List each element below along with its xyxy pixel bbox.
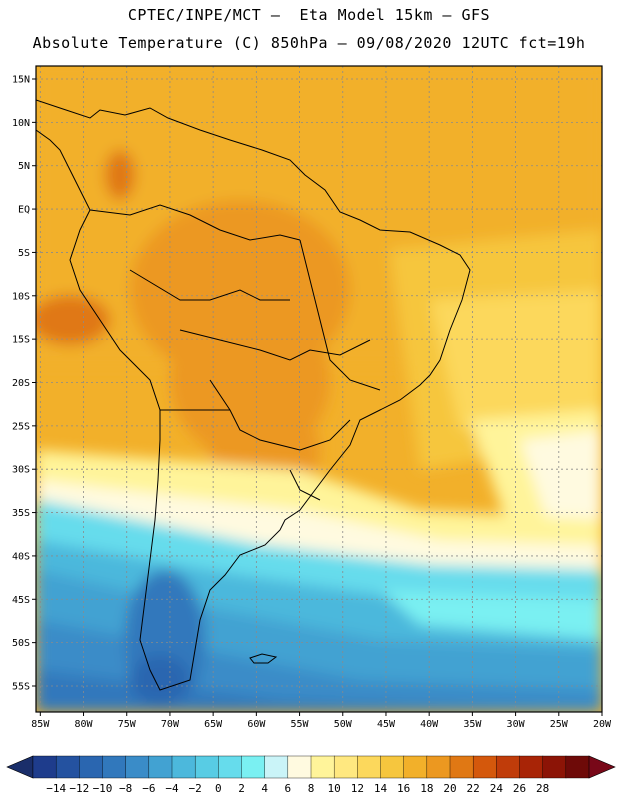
colorbar-label: −6 (142, 782, 155, 795)
lon-label: 45W (377, 719, 396, 730)
colorbar-swatch (125, 755, 150, 779)
lon-label: 65W (204, 719, 223, 730)
lon-label: 75W (118, 719, 137, 730)
colorbar-swatch (472, 755, 497, 779)
colorbar-swatch (287, 755, 312, 779)
colorbar-label: 4 (261, 782, 268, 795)
colorbar-swatch (380, 755, 405, 779)
colorbar-swatch (449, 755, 474, 779)
lat-label: 55S (12, 681, 30, 692)
lat-label: 5S (18, 248, 30, 259)
colorbar-label: 16 (397, 782, 410, 795)
colorbar-label: 18 (420, 782, 433, 795)
colorbar-swatch (519, 755, 544, 779)
lon-label: 30W (507, 719, 526, 730)
lon-label: 85W (31, 719, 50, 730)
lon-label: 55W (291, 719, 310, 730)
colorbar: −14 −12 −10 −8 −6 −4 −2 0 2 4 6 8 10 12 14 16 18 20 22 24 26… (6, 755, 616, 795)
colorbar-label: 24 (490, 782, 504, 795)
colorbar-swatch (102, 755, 127, 779)
temperature-field (36, 66, 602, 712)
colorbar-swatch (333, 755, 358, 779)
lat-label: 50S (12, 638, 30, 649)
colorbar-swatch (241, 755, 266, 779)
colorbar-label: 8 (308, 782, 315, 795)
lat-label: 25S (12, 421, 30, 432)
coastline (36, 99, 471, 691)
colorbar-label: 20 (443, 782, 456, 795)
colorbar-swatch (55, 755, 80, 779)
lat-label: 10S (12, 291, 30, 302)
colorbar-swatch (264, 755, 289, 779)
colorbar-label: 0 (215, 782, 222, 795)
colorbar-label: 2 (238, 782, 245, 795)
colorbar-swatch (565, 755, 590, 779)
latitude-labels: 15N 10N 5N EQ 5S 10S 15S 20S 25S 30S 35S 40S 45S 50S 5… (12, 75, 36, 692)
colorbar-swatch (357, 755, 382, 779)
lon-label: 70W (161, 719, 180, 730)
colorbar-swatch (403, 755, 428, 779)
graticule (36, 66, 603, 712)
colorbar-swatch (32, 755, 57, 779)
colorbar-label: −10 (93, 782, 113, 795)
colorbar-label: 26 (513, 782, 526, 795)
map-frame (35, 65, 603, 713)
colorbar-over-arrow (588, 755, 616, 779)
colorbar-label: 12 (351, 782, 364, 795)
colorbar-swatch (194, 755, 219, 779)
lon-label: 25W (550, 719, 569, 730)
colorbar-swatch (79, 755, 104, 779)
lat-label: 10N (12, 118, 30, 129)
lat-label: 40S (12, 551, 30, 562)
lat-label: EQ (18, 205, 30, 216)
colorbar-label: −14 (46, 782, 66, 795)
colorbar-swatch (148, 755, 173, 779)
colorbar-label: 14 (374, 782, 388, 795)
colorbar-label: 22 (467, 782, 480, 795)
lat-label: 20S (12, 378, 30, 389)
colorbar-swatch (542, 755, 567, 779)
lat-label: 45S (12, 595, 30, 606)
lat-label: 15N (12, 75, 30, 86)
lat-label: 35S (12, 508, 30, 519)
colorbar-swatch (310, 755, 335, 779)
lon-label: 40W (420, 719, 439, 730)
colorbar-swatch (218, 755, 242, 779)
colorbar-under-arrow (6, 755, 34, 779)
lat-label: 5N (18, 161, 30, 172)
colorbar-label: −12 (69, 782, 89, 795)
lat-label: 30S (12, 465, 30, 476)
colorbar-swatch (171, 755, 196, 779)
colorbar-swatch (426, 755, 451, 779)
map-title-line2: Absolute Temperature (C) 850hPa – 09/08/… (32, 34, 586, 52)
colorbar-swatch (496, 755, 521, 779)
colorbar-label: 10 (328, 782, 341, 795)
lon-label: 20W (593, 719, 612, 730)
colorbar-label: −2 (189, 782, 202, 795)
colorbar-label: −4 (165, 782, 179, 795)
map-title-line1: CPTEC/INPE/MCT – Eta Model 15km – GFS (127, 6, 491, 24)
lat-label: 15S (12, 335, 30, 346)
lon-label: 60W (247, 719, 266, 730)
longitude-labels: 85W 80W 75W 70W 65W 60W 55W 50W 45W 40W 35W 30W 25W 2… (31, 712, 612, 730)
colorbar-label: −8 (119, 782, 132, 795)
colorbar-label: 28 (536, 782, 549, 795)
lon-label: 35W (463, 719, 482, 730)
lon-label: 80W (74, 719, 93, 730)
lon-label: 50W (334, 719, 353, 730)
colorbar-label: 6 (285, 782, 292, 795)
